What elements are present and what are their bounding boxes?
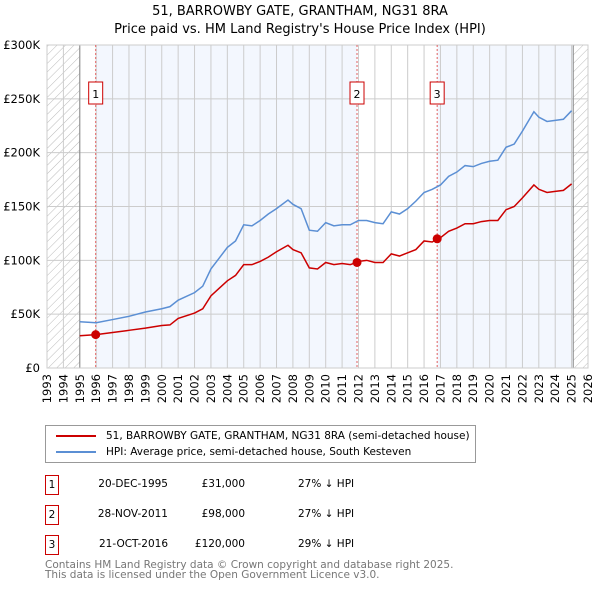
x-tick-label: 1999 xyxy=(138,374,152,403)
legend-label: 51, BARROWBY GATE, GRANTHAM, NG31 8RA (s… xyxy=(106,430,470,442)
x-tick-label: 2013 xyxy=(368,374,382,403)
sale-point xyxy=(91,330,101,340)
x-tick-label: 2014 xyxy=(384,374,398,403)
sale-flag-box xyxy=(349,81,365,105)
x-tick-label: 1996 xyxy=(89,374,103,403)
sale-price: £31,000 xyxy=(201,478,245,490)
x-tick-label: 2010 xyxy=(319,374,333,403)
chart: 1993 1994 1995 1996 1997 1998 1999 2000 2001 2002… xyxy=(3,38,595,403)
sale-flag-label: 1 xyxy=(92,88,99,101)
x-tick-label: 2001 xyxy=(171,374,185,403)
x-tick-label: 2016 xyxy=(417,374,431,403)
y-tick-label: £250K xyxy=(3,92,40,106)
y-tick-label: £50K xyxy=(11,307,41,321)
x-tick-label: 2005 xyxy=(237,374,251,403)
sale-point xyxy=(432,234,442,244)
y-tick-label: £0 xyxy=(25,361,40,375)
x-tick-label: 2003 xyxy=(204,374,218,403)
x-tick-label: 2004 xyxy=(220,374,234,403)
footer-licence: This data is licensed under the Open Gov… xyxy=(45,569,380,581)
x-tick-label: 2022 xyxy=(515,374,529,403)
sale-price: £120,000 xyxy=(194,538,245,550)
sale-flag-box xyxy=(429,81,445,105)
y-tick-label: £200K xyxy=(3,146,40,160)
sale-hpi-diff: 27% ↓ HPI xyxy=(298,478,355,490)
y-tick-label: £100K xyxy=(3,253,40,267)
sale-date: 20-DEC-1995 xyxy=(98,478,168,490)
sale-row: 2 28-NOV-2011 £98,000 27% ↓ HPI xyxy=(45,505,485,525)
x-tick-label: 1993 xyxy=(40,374,54,403)
x-tick-label: 2017 xyxy=(433,374,447,403)
legend-item-hpi: HPI: Average price, semi-detached house,… xyxy=(56,446,411,458)
hpi-line xyxy=(79,110,573,324)
x-tick-label: 2002 xyxy=(188,374,202,403)
x-tick-label: 2023 xyxy=(532,374,546,403)
sale-point xyxy=(352,257,362,267)
sale-price: £98,000 xyxy=(201,508,245,520)
sale-row: 1 20-DEC-1995 £31,000 27% ↓ HPI xyxy=(45,475,485,495)
sale-date: 21-OCT-2016 xyxy=(99,538,168,550)
sale-row: 3 21-OCT-2016 £120,000 29% ↓ HPI xyxy=(45,535,485,555)
x-tick-label: 2000 xyxy=(155,374,169,403)
x-tick-label: 2015 xyxy=(401,374,415,403)
x-tick-label: 2018 xyxy=(450,374,464,403)
x-tick-label: 2020 xyxy=(483,374,497,403)
x-tick-label: 2007 xyxy=(270,374,284,403)
sale-flag-label: 2 xyxy=(354,88,361,101)
legend-swatch xyxy=(56,451,96,453)
sale-hpi-diff: 29% ↓ HPI xyxy=(298,538,355,550)
x-tick-label: 2019 xyxy=(466,374,480,403)
sale-date: 28-NOV-2011 xyxy=(97,508,168,520)
x-tick-label: 2011 xyxy=(335,374,349,403)
sale-marker-label: 2 xyxy=(45,505,59,525)
sale-flag-box xyxy=(88,81,104,105)
x-tick-label: 2024 xyxy=(548,374,562,403)
x-tick-label: 2012 xyxy=(351,374,365,403)
legend-label: HPI: Average price, semi-detached house,… xyxy=(106,446,412,458)
x-tick-label: 2026 xyxy=(581,374,595,403)
x-tick-label: 2025 xyxy=(565,374,579,403)
x-tick-label: 1994 xyxy=(56,374,70,403)
x-tick-label: 1997 xyxy=(106,374,120,403)
x-tick-label: 1995 xyxy=(73,374,87,403)
x-tick-label: 2009 xyxy=(302,374,316,403)
footer-copyright: Contains HM Land Registry data © Crown c… xyxy=(45,559,454,571)
subtitle: Price paid vs. HM Land Registry's House … xyxy=(114,22,486,37)
sale-flag-label: 3 xyxy=(434,88,441,101)
footer: Contains HM Land Registry data © Crown c… xyxy=(45,559,454,581)
legend-swatch xyxy=(56,435,96,437)
sale-hpi-diff: 27% ↓ HPI xyxy=(298,508,355,520)
x-tick-label: 2008 xyxy=(286,374,300,403)
plot-border xyxy=(46,44,589,369)
sale-marker-label: 3 xyxy=(45,535,59,555)
y-tick-label: £150K xyxy=(3,200,40,214)
x-tick-label: 2021 xyxy=(499,374,513,403)
title: 51, BARROWBY GATE, GRANTHAM, NG31 8RA xyxy=(152,4,448,19)
x-tick-label: 2006 xyxy=(253,374,267,403)
x-tick-label: 1998 xyxy=(122,374,136,403)
legend-item-property: 51, BARROWBY GATE, GRANTHAM, NG31 8RA (s… xyxy=(56,430,470,442)
legend: 51, BARROWBY GATE, GRANTHAM, NG31 8RA (s… xyxy=(45,425,476,463)
sale-marker-label: 1 xyxy=(45,475,59,495)
chart-title: 51, BARROWBY GATE, GRANTHAM, NG31 8RA Pri… xyxy=(0,3,600,39)
y-tick-label: £300K xyxy=(3,38,40,52)
